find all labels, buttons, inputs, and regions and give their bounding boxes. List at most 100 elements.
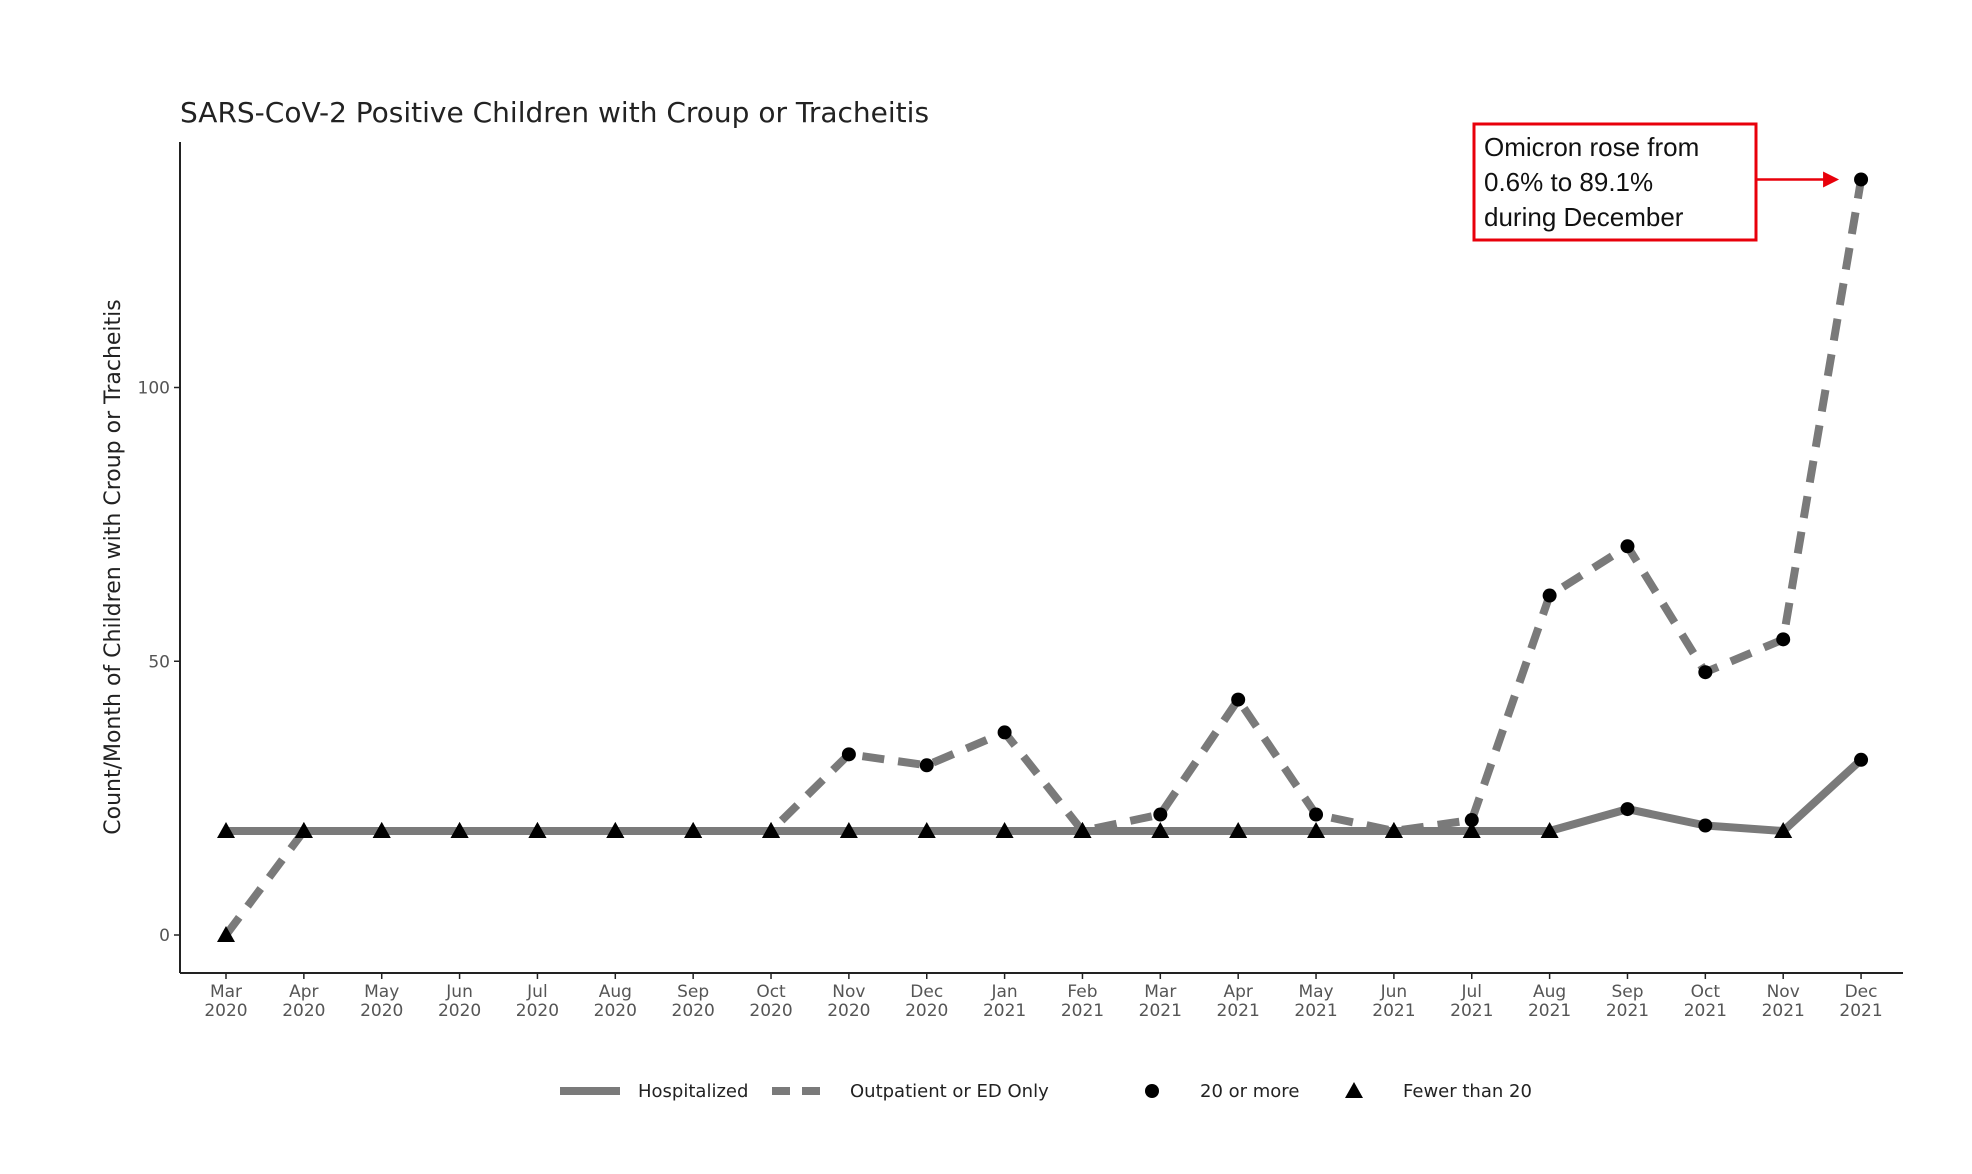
data-point-circle [1854,172,1869,187]
legend-swatch-circle [1145,1084,1159,1098]
data-point-circle [997,725,1012,740]
x-tick-year: 2021 [1139,1001,1182,1021]
x-tick-month: Sep [677,982,709,1002]
data-point-triangle [1229,821,1248,838]
x-tick-label: Sep 2020 [672,982,715,1021]
x-tick-month: Nov [1767,982,1800,1002]
x-tick-label: Nov 2021 [1762,982,1805,1021]
legend-label-triangle: Fewer than 20 [1403,1081,1532,1102]
x-tick-label: Jun 2020 [438,982,481,1021]
x-tick-month: Jan [990,982,1017,1002]
data-point-triangle [450,821,469,838]
x-tick-month: Dec [910,982,943,1002]
annotation-text-line: Omicron rose from [1484,132,1699,162]
x-tick-label: Apr 2021 [1217,982,1260,1021]
x-tick-label: Feb 2021 [1061,982,1104,1021]
legend: Hospitalized Outpatient or ED Only 20 or m… [560,1081,1532,1102]
x-tick-month: Sep [1611,982,1643,1002]
chart-title: SARS-CoV-2 Positive Children with Croup … [180,96,929,129]
annotation: Omicron rose from 0.6% to 89.1% during Dec… [1472,122,1840,242]
data-point-triangle [1462,821,1481,838]
data-point-triangle [294,821,313,838]
x-tick-label: Jul 2020 [516,982,559,1021]
series-markers [217,172,1869,942]
y-tick-label: 100 [138,379,170,399]
data-point-triangle [217,926,235,942]
data-point-triangle [1384,821,1403,838]
x-tick-month: Feb [1067,982,1097,1002]
data-point-circle [1309,807,1324,822]
data-point-circle [1620,802,1635,817]
x-tick-month: Aug [599,982,632,1002]
data-point-triangle [1540,821,1559,838]
y-axis-ticks: 0 50 100 [138,379,180,946]
x-tick-year: 2020 [672,1001,715,1021]
data-point-circle [1854,752,1869,767]
x-tick-year: 2020 [749,1001,792,1021]
data-point-circle [1698,665,1713,680]
x-tick-label: Dec 2020 [905,982,948,1021]
x-tick-month: Jun [1380,982,1408,1002]
data-point-circle [1153,807,1168,822]
x-tick-year: 2021 [1528,1001,1571,1021]
annotation-arrow-head [1823,171,1840,188]
y-tick-label: 50 [148,652,170,672]
x-tick-year: 2020 [282,1001,325,1021]
data-point-triangle [372,821,391,838]
x-tick-label: Dec 2021 [1839,982,1882,1021]
series-lines [222,178,1866,938]
data-point-triangle [1307,821,1326,838]
x-tick-label: Mar 2021 [1139,982,1182,1021]
x-tick-label: Jun 2021 [1372,982,1415,1021]
x-tick-year: 2020 [516,1001,559,1021]
x-tick-year: 2021 [1450,1001,1493,1021]
x-tick-year: 2021 [983,1001,1026,1021]
x-tick-year: 2020 [594,1001,637,1021]
data-point-circle [841,747,856,762]
data-point-circle [1542,588,1557,603]
x-tick-label: Nov 2020 [827,982,870,1021]
x-tick-month: Jul [1461,982,1483,1002]
data-point-triangle [684,821,703,838]
x-tick-month: Aug [1533,982,1566,1002]
x-tick-label: Jan 2021 [983,982,1026,1021]
y-tick-label: 0 [159,926,170,946]
x-tick-label: Oct 2020 [749,982,792,1021]
x-tick-month: Nov [832,982,865,1002]
x-tick-month: May [364,982,399,1002]
x-tick-year: 2020 [360,1001,403,1021]
x-tick-label: Sep 2021 [1606,982,1649,1021]
x-tick-year: 2021 [1762,1001,1805,1021]
data-point-circle [1464,813,1479,828]
x-tick-month: Dec [1845,982,1878,1002]
x-tick-year: 2020 [827,1001,870,1021]
legend-label-hospitalized: Hospitalized [638,1081,748,1102]
legend-swatch-triangle [1345,1082,1363,1098]
x-tick-year: 2020 [204,1001,247,1021]
x-tick-month: Jun [445,982,473,1002]
x-tick-label: Oct 2021 [1684,982,1727,1021]
x-tick-month: Jul [526,982,548,1002]
x-tick-year: 2021 [1372,1001,1415,1021]
x-tick-label: Aug 2021 [1528,982,1571,1021]
data-point-triangle [1151,821,1170,838]
x-tick-month: Oct [1691,982,1721,1002]
x-tick-year: 2021 [1606,1001,1649,1021]
data-point-triangle [839,821,858,838]
x-tick-label: May 2021 [1294,982,1337,1021]
x-tick-label: Jul 2021 [1450,982,1493,1021]
axes [179,142,1903,974]
x-tick-year: 2021 [1061,1001,1104,1021]
x-tick-year: 2020 [438,1001,481,1021]
x-tick-month: Apr [1223,982,1252,1002]
series-line-outpatient [222,178,1866,938]
x-tick-month: Oct [756,982,786,1002]
x-tick-year: 2021 [1217,1001,1260,1021]
data-point-circle [919,758,934,773]
x-tick-year: 2021 [1684,1001,1727,1021]
data-point-triangle [917,821,936,838]
data-point-triangle [1073,821,1092,838]
x-tick-month: Mar [210,982,242,1002]
